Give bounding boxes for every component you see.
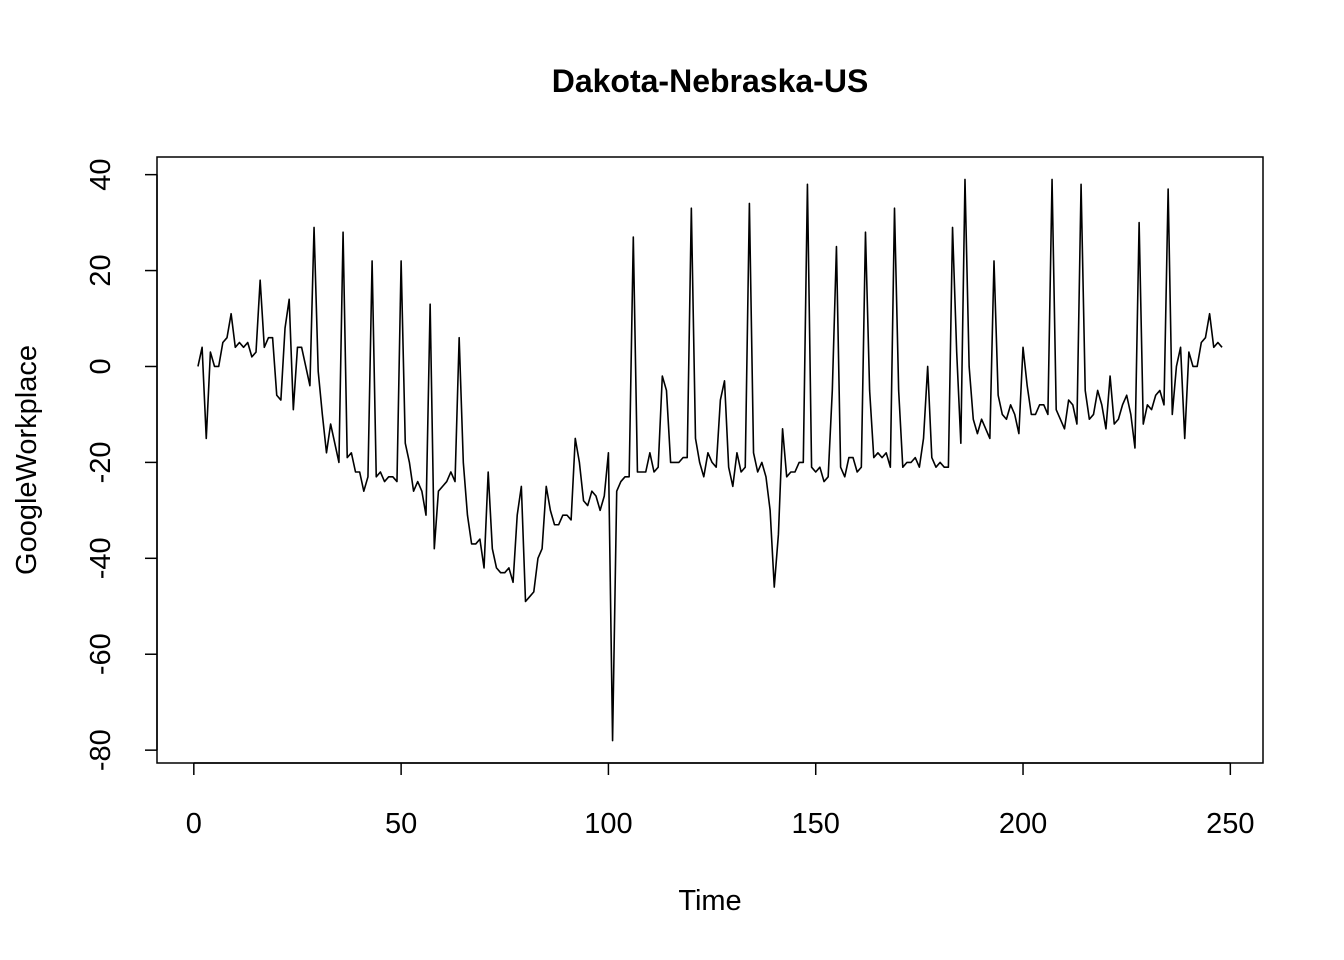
x-tick-label: 200 [999,808,1047,840]
y-tick-label: 20 [85,254,117,286]
x-tick-label: 50 [385,808,417,840]
x-tick-label: 150 [792,808,840,840]
plot-box [156,156,1264,764]
y-tick-label: -20 [85,441,117,483]
y-tick-label: 0 [85,358,117,374]
series-line [197,178,1223,742]
y-axis-label: GoogleWorkplace [11,345,43,575]
x-axis-label: Time [678,885,741,917]
x-tick-label: 250 [1206,808,1254,840]
y-tick-label: -60 [85,633,117,675]
y-tick-label: 40 [85,159,117,191]
chart-title: Dakota-Nebraska-US [552,63,869,99]
y-tick-label: -40 [85,537,117,579]
y-tick-label: -80 [85,729,117,771]
x-tick-label: 100 [584,808,632,840]
x-tick-label: 0 [186,808,202,840]
